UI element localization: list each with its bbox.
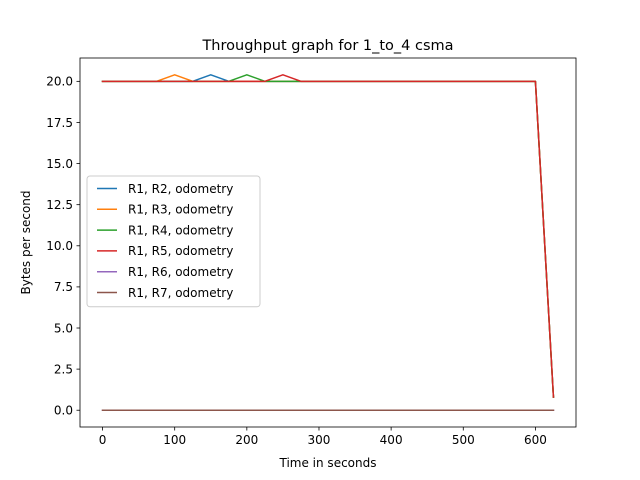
y-axis-label: Bytes per second [19, 190, 33, 294]
series-layer [101, 74, 555, 411]
plot-frame [79, 57, 577, 428]
x-tick-label: 600 [524, 433, 547, 447]
x-axis: 0 100 200 300 400 500 600 [99, 427, 547, 447]
x-tick-label: 300 [308, 433, 331, 447]
x-tick-label: 400 [380, 433, 403, 447]
y-tick-label: 5.0 [54, 321, 73, 335]
y-tick-label: 2.5 [54, 362, 73, 376]
series-line-4 [101, 74, 555, 398]
y-tick-label: 17.5 [46, 116, 73, 130]
chart-title: Throughput graph for 1_to_4 csma [201, 38, 453, 54]
legend-label: R1, R4, odometry [128, 223, 233, 237]
y-tick-label: 12.5 [46, 198, 73, 212]
x-axis-label: Time in seconds [279, 456, 377, 470]
y-tick-label: 15.0 [46, 157, 73, 171]
legend-label: R1, R2, odometry [128, 182, 233, 196]
x-tick-label: 500 [452, 433, 475, 447]
x-tick-label: 200 [235, 433, 258, 447]
legend-label: R1, R3, odometry [128, 203, 233, 217]
legend-label: R1, R5, odometry [128, 244, 233, 258]
x-tick-label: 100 [163, 433, 186, 447]
legend-label: R1, R7, odometry [128, 286, 233, 300]
legend: R1, R2, odometry R1, R3, odometry R1, R4, … [86, 175, 261, 308]
y-tick-label: 20.0 [46, 75, 73, 89]
y-tick-label: 0.0 [54, 404, 73, 418]
legend-box [86, 175, 261, 308]
y-tick-label: 7.5 [54, 280, 73, 294]
x-tick-label: 0 [99, 433, 107, 447]
y-axis: 0.0 2.5 5.0 7.5 10.0 12.5 15.0 17.5 20.0 [46, 75, 80, 418]
y-tick-label: 10.0 [46, 239, 73, 253]
legend-label: R1, R6, odometry [128, 265, 233, 279]
